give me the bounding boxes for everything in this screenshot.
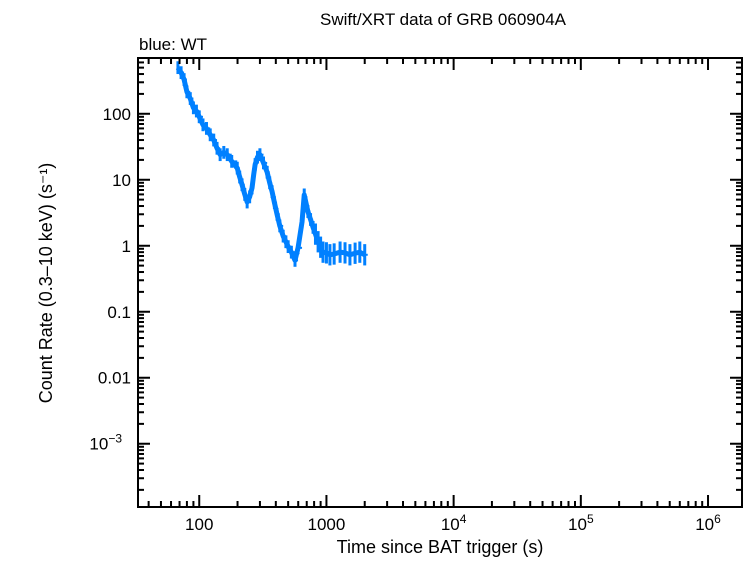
x-axis-label: Time since BAT trigger (s): [337, 537, 544, 557]
y-tick-label: 10−3: [89, 432, 122, 454]
x-tick-label: 1000: [308, 515, 346, 534]
x-tick-label: 106: [695, 512, 721, 534]
plot-frame: [137, 57, 743, 508]
chart-title: Swift/XRT data of GRB 060904A: [320, 10, 567, 29]
y-axis-label: Count Rate (0.3–10 keV) (s⁻¹): [36, 163, 56, 404]
chart-subtitle: blue: WT: [139, 35, 207, 54]
axes: 100 1000 104 105 106 100 10 1 0.1 0.01 10−3: [89, 57, 742, 534]
y-tick-label: 0.1: [107, 303, 131, 322]
data-points: [175, 61, 368, 267]
x-tick-label: 105: [568, 512, 594, 534]
x-tick-label: 100: [185, 515, 213, 534]
y-tick-label: 10: [112, 171, 131, 190]
y-tick-label: 1: [122, 237, 131, 256]
y-tick-label: 0.01: [98, 369, 131, 388]
y-tick-label: 100: [103, 105, 131, 124]
series-line: [175, 66, 366, 263]
x-tick-label: 104: [441, 512, 467, 534]
